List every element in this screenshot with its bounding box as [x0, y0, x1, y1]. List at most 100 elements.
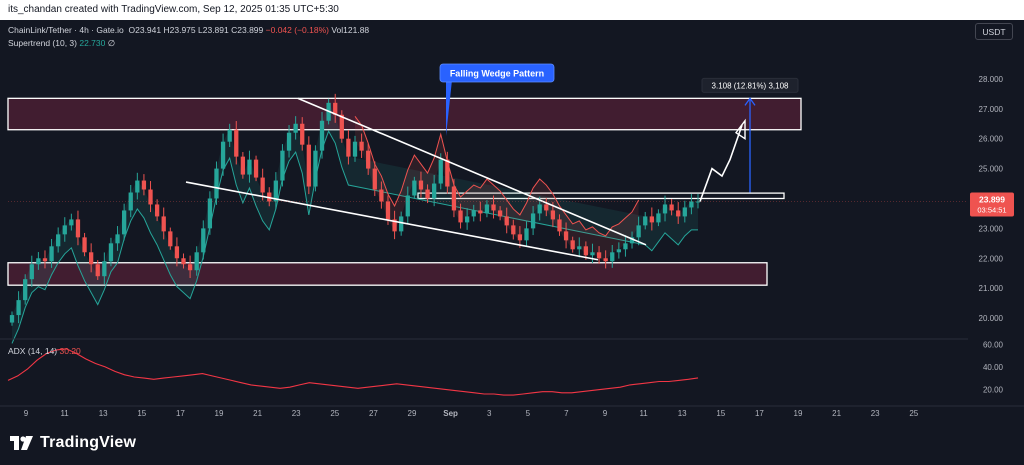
candle — [524, 221, 529, 247]
candle-body — [95, 264, 100, 277]
time-tick-label: 25 — [330, 409, 339, 418]
candle-body — [154, 204, 160, 217]
candle-body — [280, 150, 285, 181]
candle-body — [293, 123, 298, 133]
candle-body — [194, 252, 199, 271]
price-tick-label: 26.000 — [979, 135, 1004, 144]
candle — [280, 144, 285, 187]
candle — [89, 243, 94, 273]
candle — [16, 291, 21, 324]
callout-label: Falling Wedge Pattern — [450, 69, 544, 79]
adx-tick-label: 20.00 — [983, 385, 1004, 394]
candle-body — [115, 234, 120, 244]
adx-label[interactable]: ADX (14, 14) — [8, 346, 58, 356]
candle — [214, 161, 219, 205]
price-chart[interactable]: 3.108 (12.81%) 3,108 Falling Wedge Patter… — [0, 20, 1024, 428]
candle — [227, 123, 232, 148]
time-tick-label: 9 — [24, 409, 29, 418]
candle — [141, 174, 147, 196]
candle-body — [379, 189, 384, 202]
candle-body — [253, 159, 259, 178]
candle-body — [418, 180, 424, 190]
candle — [154, 199, 160, 222]
candle-body — [563, 231, 569, 241]
candle — [405, 186, 410, 225]
candle — [570, 236, 575, 253]
projection-arrow — [734, 118, 746, 141]
wedge-lower-line — [185, 181, 599, 261]
candle — [174, 237, 180, 267]
candle — [392, 210, 397, 240]
candle-body — [313, 150, 318, 187]
symbol-label[interactable]: ChainLink/Tether · 4h · Gate.io — [8, 25, 124, 35]
candle — [9, 311, 15, 326]
candle — [148, 181, 153, 213]
time-tick-label: 13 — [99, 409, 108, 418]
supertrend-extra: ∅ — [107, 38, 116, 48]
candle-body — [491, 204, 496, 211]
candle-body — [464, 216, 470, 223]
candle — [662, 195, 668, 222]
caption-text: its_chandan created with TradingView.com… — [8, 4, 339, 15]
time-tick-label: 9 — [603, 409, 608, 418]
candle-body — [590, 252, 595, 256]
candle — [128, 184, 133, 218]
candle-body — [220, 141, 226, 169]
candle — [135, 172, 140, 200]
candle-body — [359, 141, 364, 151]
candle — [319, 111, 325, 159]
wedge-upper-line — [297, 97, 647, 246]
candle-body — [207, 198, 213, 229]
candle — [649, 207, 654, 231]
callout-pointer — [446, 80, 452, 136]
candle-body — [577, 246, 582, 250]
price-tick-label: 25.000 — [979, 165, 1004, 174]
candle — [49, 238, 54, 268]
candle-body — [300, 123, 305, 145]
candle-body — [524, 228, 529, 241]
candle — [530, 206, 536, 236]
last-price-label: 23.899 — [979, 195, 1005, 205]
candle-body — [148, 189, 153, 205]
candle-body — [445, 159, 450, 187]
currency-button[interactable]: USDT — [975, 23, 1013, 40]
candle-body — [69, 219, 74, 226]
candle — [339, 110, 344, 143]
candle-body — [530, 213, 536, 229]
candle-body — [537, 204, 542, 214]
candle-body — [333, 102, 338, 115]
adx-line — [7, 348, 699, 396]
candle — [313, 145, 318, 192]
candle — [194, 246, 199, 276]
candle — [42, 250, 48, 269]
zone-3 — [417, 192, 785, 200]
candle — [29, 255, 34, 287]
candle — [636, 216, 641, 246]
chart-frame[interactable]: 3.108 (12.81%) 3,108 Falling Wedge Patter… — [0, 20, 1024, 428]
candle-body — [504, 216, 509, 226]
candle-body — [451, 186, 457, 211]
candle — [260, 168, 265, 201]
candle — [346, 129, 351, 165]
candle — [366, 143, 371, 175]
volume-value: Vol121.88 — [331, 25, 370, 35]
price-tick-label: 21.000 — [979, 284, 1004, 293]
time-tick-label: 21 — [832, 409, 841, 418]
supertrend-label[interactable]: Supertrend (10, 3) — [8, 38, 77, 48]
candle — [187, 255, 193, 279]
candle — [695, 193, 701, 209]
tradingview-logo[interactable]: TradingView — [10, 434, 136, 452]
candle-body — [478, 210, 483, 214]
candle-body — [286, 132, 292, 151]
candle-body — [23, 279, 28, 301]
candle-body — [247, 159, 252, 175]
supertrend-down-fill — [355, 116, 639, 262]
candle-body — [656, 213, 661, 223]
candle — [557, 214, 562, 236]
time-tick-label: 11 — [60, 409, 69, 418]
candle-body — [484, 204, 490, 214]
candle-body — [273, 180, 278, 202]
candle — [108, 237, 114, 267]
candle-body — [682, 207, 687, 217]
candle — [643, 211, 648, 230]
